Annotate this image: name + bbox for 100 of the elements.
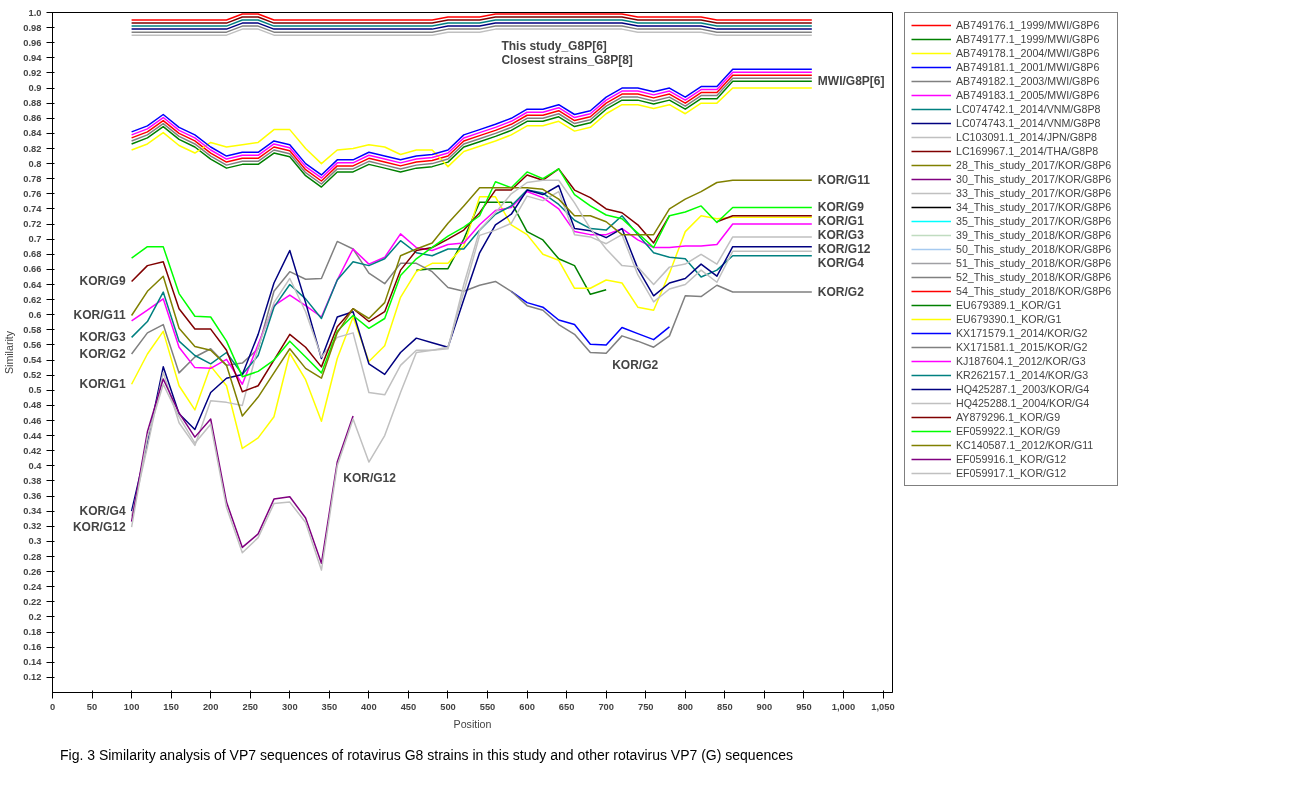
annotation: KOR/G3: [817, 228, 865, 243]
x-axis-title: Position: [453, 717, 492, 730]
y-tick-label: 0.16: [23, 642, 42, 653]
y-tick-label: 0.96: [23, 37, 42, 48]
annotation: KOR/G12: [343, 470, 397, 485]
x-tick-label: 400: [361, 701, 377, 712]
y-tick-label: 0.6: [28, 309, 42, 320]
y-tick-label: 0.4: [28, 460, 43, 471]
legend-label: EF059917.1_KOR/G12: [956, 467, 1067, 479]
annotation: MWI/G8P[6]: [817, 74, 885, 89]
x-tick-label: 450: [400, 701, 417, 712]
legend-label: 51_This_study_2018/KOR/G8P6: [956, 257, 1112, 269]
legend-label: 35_This_study_2017/KOR/G8P6: [956, 215, 1112, 227]
y-tick-label: 0.18: [23, 627, 42, 638]
y-tick-label: 0.74: [23, 203, 43, 214]
legend-label: 33_This_study_2017/KOR/G8P6: [956, 187, 1112, 199]
x-tick-label: 200: [202, 701, 219, 712]
annotation: KOR/G2: [817, 285, 865, 300]
y-tick-label: 0.94: [23, 52, 43, 63]
y-tick-label: 0.5: [28, 385, 42, 396]
y-tick-label: 0.38: [23, 475, 42, 486]
annotation: KOR/G12: [817, 242, 871, 257]
y-tick-label: 0.8: [28, 158, 42, 169]
legend-label: HQ425287.1_2003/KOR/G4: [956, 383, 1090, 395]
legend-label: KX171581.1_2015/KOR/G2: [956, 341, 1088, 353]
annotation: KOR/G12: [72, 520, 126, 535]
legend-label: 39_This_study_2018/KOR/G8P6: [956, 229, 1112, 241]
x-tick-label: 800: [677, 701, 694, 712]
legend-label: AB749178.1_2004/MWI/G8P6: [956, 47, 1100, 59]
x-tick-label: 1,000: [831, 701, 856, 712]
legend-label: 30_This_study_2017/KOR/G8P6: [956, 173, 1112, 185]
x-tick-label: 600: [519, 701, 535, 712]
annotation: KOR/G2: [79, 347, 126, 362]
annotation: KOR/G11: [73, 308, 126, 323]
y-tick-label: 0.42: [23, 445, 42, 456]
legend-label: KC140587.1_2012/KOR/G11: [956, 439, 1094, 451]
legend-label: EF059916.1_KOR/G12: [956, 453, 1067, 465]
legend-label: 50_This_study_2018/KOR/G8P6: [956, 243, 1112, 255]
x-tick-label: 100: [123, 701, 140, 712]
legend-label: EU679389.1_KOR/G1: [956, 299, 1062, 311]
legend-label: LC169967.1_2014/THA/G8P8: [956, 145, 1099, 157]
legend-label: 28_This_study_2017/KOR/G8P6: [956, 159, 1112, 171]
legend-label: KX171579.1_2014/KOR/G2: [956, 327, 1088, 339]
annotation: KOR/G9: [79, 274, 126, 289]
annotation: KOR/G1: [79, 377, 126, 392]
y-tick-label: 0.28: [23, 551, 42, 562]
annotation: This study_G8P[6]: [501, 38, 607, 53]
annotation: KOR/G4: [79, 504, 126, 519]
y-tick-label: 0.68: [23, 249, 42, 260]
annotation: KOR/G3: [79, 330, 126, 345]
legend-label: 34_This_study_2017/KOR/G8P6: [956, 201, 1112, 213]
y-tick-label: 0.72: [23, 219, 42, 230]
legend-label: AB749181.1_2001/MWI/G8P6: [956, 61, 1100, 73]
legend-label: AB749183.1_2005/MWI/G8P6: [956, 89, 1100, 101]
y-tick-label: 0.62: [23, 294, 42, 305]
y-tick-label: 0.12: [23, 672, 42, 683]
legend-label: EU679390.1_KOR/G1: [956, 313, 1062, 325]
y-axis-title: Similarity: [3, 330, 16, 375]
legend-label: LC103091.1_2014/JPN/G8P8: [956, 131, 1098, 143]
y-tick-label: 0.92: [23, 67, 42, 78]
y-tick-label: 0.56: [23, 339, 42, 350]
legend-label: AB749177.1_1999/MWI/G8P6: [956, 33, 1100, 45]
x-tick-label: 500: [440, 701, 456, 712]
legend-label: HQ425288.1_2004/KOR/G4: [956, 397, 1090, 409]
x-tick-label: 650: [558, 701, 575, 712]
legend-label: LC074743.1_2014/VNM/G8P8: [956, 117, 1101, 129]
legend-label: AB749176.1_1999/MWI/G8P6: [956, 19, 1100, 31]
y-tick-label: 0.58: [23, 324, 42, 335]
x-tick-label: 550: [479, 701, 496, 712]
y-tick-label: 0.36: [23, 491, 42, 502]
y-tick-label: 0.3: [28, 536, 42, 547]
legend-label: LC074742.1_2014/VNM/G8P8: [956, 103, 1101, 115]
annotation: KOR/G9: [817, 200, 865, 215]
x-tick-label: 300: [282, 701, 298, 712]
x-tick-label: 900: [756, 701, 773, 712]
annotation: KOR/G4: [817, 256, 865, 271]
x-tick-label: 150: [163, 701, 179, 712]
x-tick-label: 350: [321, 701, 338, 712]
x-tick-label: 950: [796, 701, 812, 712]
x-tick-label: 850: [717, 701, 733, 712]
y-tick-label: 0.22: [23, 596, 42, 607]
annotation: KOR/G1: [817, 214, 865, 229]
annotation: KOR/G2: [612, 358, 659, 373]
legend-label: KR262157.1_2014/KOR/G3: [956, 369, 1089, 381]
y-tick-label: 0.78: [23, 173, 42, 184]
y-tick-label: 0.88: [23, 98, 42, 109]
y-tick-label: 0.2: [28, 611, 42, 622]
x-tick-label: 1,050: [871, 701, 895, 712]
legend-label: 54_This_study_2018/KOR/G8P6: [956, 285, 1112, 297]
legend-label: AY879296.1_KOR/G9: [956, 411, 1061, 423]
y-tick-label: 0.7: [28, 234, 42, 245]
legend-label: KJ187604.1_2012/KOR/G3: [956, 355, 1086, 367]
y-tick-label: 0.64: [23, 279, 43, 290]
y-tick-label: 1.0: [28, 7, 42, 18]
y-tick-label: 0.86: [23, 113, 42, 124]
y-tick-label: 0.76: [23, 188, 42, 199]
y-tick-label: 0.48: [23, 400, 42, 411]
y-tick-label: 0.9: [28, 83, 42, 94]
y-tick-label: 0.32: [23, 521, 42, 532]
y-tick-label: 0.54: [23, 355, 43, 366]
